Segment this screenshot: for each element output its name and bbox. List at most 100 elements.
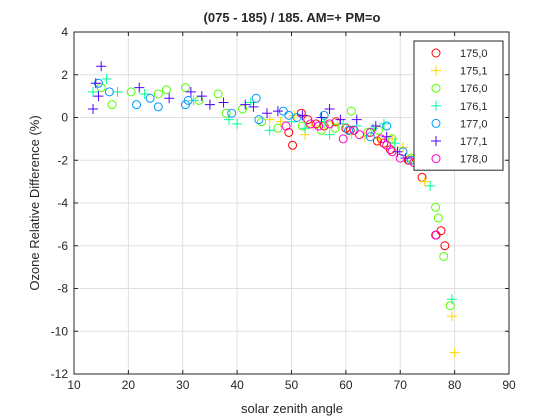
- legend-marker: [431, 154, 441, 164]
- data-point: [153, 102, 163, 112]
- legend-label: 176,1: [460, 101, 488, 113]
- data-point: [349, 125, 359, 135]
- data-point: [319, 110, 329, 120]
- data-point: [188, 95, 199, 106]
- data-point: [400, 153, 411, 164]
- data-point: [180, 100, 190, 110]
- chart-title: (075 - 185) / 185. AM=+ PM=o: [204, 10, 381, 25]
- legend-marker: [431, 65, 441, 76]
- data-point: [101, 74, 112, 85]
- y-tick-label: -4: [57, 196, 68, 210]
- data-point: [338, 118, 349, 129]
- data-point: [292, 113, 302, 122]
- y-tick-label: 4: [61, 25, 68, 39]
- series-177-1: [88, 61, 411, 164]
- data-point: [93, 91, 104, 102]
- legend-label: 176,0: [460, 83, 488, 95]
- y-tick-label: -10: [51, 324, 69, 338]
- legend-label: 178,0: [460, 154, 488, 166]
- legend-box: [413, 40, 504, 171]
- series-176-0: [96, 83, 455, 311]
- data-point: [378, 118, 389, 129]
- data-point: [419, 176, 430, 187]
- data-point: [139, 88, 150, 99]
- data-point: [297, 110, 308, 121]
- data-point: [324, 129, 335, 140]
- x-tick-label: 20: [122, 378, 136, 392]
- data-point: [254, 115, 264, 125]
- data-point: [449, 347, 460, 358]
- data-point: [104, 87, 114, 97]
- data-point: [324, 103, 335, 114]
- data-point: [344, 125, 354, 135]
- data-point: [262, 108, 273, 119]
- data-point: [227, 108, 237, 118]
- legend-label: 175,1: [460, 66, 488, 78]
- data-point: [314, 121, 324, 131]
- y-tick-label: -6: [57, 239, 68, 253]
- data-point: [445, 301, 455, 311]
- x-tick-label: 90: [502, 378, 516, 392]
- y-tick-label: -2: [57, 153, 68, 167]
- data-point: [257, 117, 267, 127]
- legend-label: 177,0: [460, 118, 488, 130]
- data-point: [96, 61, 107, 72]
- data-point: [153, 89, 163, 99]
- data-series: [88, 61, 460, 358]
- y-axis-label: Ozone Relative Difference (%): [27, 115, 42, 290]
- data-point: [376, 134, 386, 144]
- data-point: [425, 180, 436, 191]
- legend-marker: [431, 83, 441, 93]
- data-point: [196, 91, 207, 102]
- data-point: [134, 82, 145, 93]
- data-point: [245, 97, 256, 108]
- data-point: [403, 155, 413, 165]
- x-tick-label: 60: [339, 378, 353, 392]
- x-tick-label: 30: [176, 378, 190, 392]
- data-point: [431, 230, 441, 240]
- data-point: [284, 110, 294, 120]
- data-point: [440, 241, 450, 251]
- data-point: [354, 130, 364, 140]
- data-point: [112, 86, 123, 97]
- legend-marker: [431, 100, 441, 111]
- data-point: [446, 294, 457, 305]
- data-point: [439, 251, 449, 261]
- y-tick-label: -12: [51, 367, 69, 381]
- data-point: [325, 119, 335, 129]
- x-axis-label: solar zenith angle: [241, 401, 343, 416]
- data-point: [218, 97, 229, 108]
- y-tick-label: 0: [61, 111, 68, 125]
- data-point: [335, 114, 346, 125]
- data-point: [316, 112, 327, 123]
- data-point: [387, 133, 398, 144]
- data-point: [161, 85, 171, 95]
- data-point: [382, 140, 392, 150]
- y-tick-label: -8: [57, 282, 68, 296]
- data-point: [319, 116, 330, 127]
- data-point: [145, 93, 155, 103]
- legend-label: 177,1: [460, 136, 488, 148]
- data-point: [107, 100, 117, 110]
- data-point: [382, 121, 392, 131]
- data-point: [381, 131, 392, 142]
- series-178-0: [281, 119, 441, 240]
- data-point: [232, 118, 243, 129]
- data-point: [436, 226, 446, 236]
- data-point: [164, 93, 175, 104]
- data-point: [351, 114, 362, 125]
- data-point: [221, 108, 231, 118]
- data-point: [273, 123, 283, 133]
- y-tick-label: 2: [61, 68, 68, 82]
- x-tick-label: 70: [394, 378, 408, 392]
- data-point: [264, 114, 275, 125]
- data-point: [346, 106, 356, 116]
- data-point: [185, 86, 196, 97]
- data-point: [132, 100, 142, 110]
- data-point: [365, 127, 375, 137]
- legend-marker: [431, 48, 441, 58]
- data-point: [204, 99, 215, 110]
- data-point: [297, 121, 307, 131]
- data-point: [311, 119, 321, 129]
- legend: 175,0 175,1 176,0 176,1 177,0 177,1 178,0: [413, 40, 504, 171]
